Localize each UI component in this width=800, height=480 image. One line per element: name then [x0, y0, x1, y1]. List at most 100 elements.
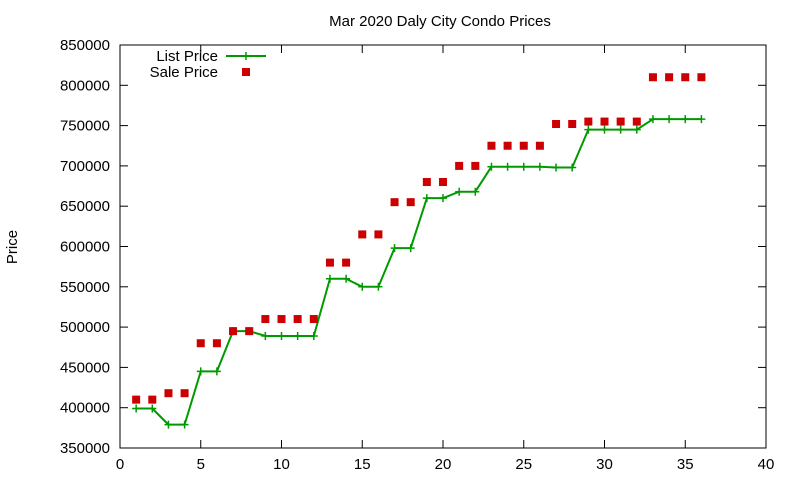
sale-price-point	[535, 141, 544, 150]
sale-price-point	[552, 119, 561, 128]
list-price-point	[697, 115, 706, 124]
y-tick-label-2: 450000	[60, 359, 110, 376]
list-price-point	[681, 115, 690, 124]
list-price-point	[342, 274, 351, 283]
list-price-point	[358, 282, 367, 291]
list-price-point	[632, 125, 641, 134]
x-tick-label-3: 15	[354, 456, 371, 473]
y-tick-label-10: 850000	[60, 37, 110, 54]
x-tick-label-5: 25	[515, 456, 532, 473]
legend-label-sale-price: Sale Price	[150, 64, 218, 81]
legend: List Price Sale Price	[150, 48, 266, 81]
sale-price-point	[422, 178, 431, 187]
list-price-point	[487, 162, 496, 171]
list-price-point	[196, 367, 205, 376]
sale-price-point	[277, 315, 286, 324]
sale-price-point	[245, 327, 254, 336]
series-sale-price	[132, 73, 706, 404]
y-axis-label: Price	[4, 230, 21, 264]
list-price-point	[503, 162, 512, 171]
y-tick-label-5: 600000	[60, 239, 110, 256]
sale-price-point	[697, 73, 706, 82]
chart-title: Mar 2020 Daly City Condo Prices	[329, 13, 551, 30]
list-price-point	[132, 404, 141, 413]
legend-label-list-price: List Price	[156, 48, 218, 65]
list-price-point	[374, 282, 383, 291]
sale-price-point	[261, 315, 270, 324]
list-price-point	[616, 125, 625, 134]
sale-price-point	[374, 230, 383, 239]
y-tick-label-4: 550000	[60, 279, 110, 296]
y-tick-label-7: 700000	[60, 158, 110, 175]
sale-price-point	[148, 395, 157, 404]
sale-price-point	[519, 141, 528, 150]
list-price-point	[584, 125, 593, 134]
sale-price-point	[455, 161, 464, 170]
list-price-point	[309, 331, 318, 340]
legend-sale-price-marker	[242, 68, 250, 76]
sale-price-point	[439, 178, 447, 187]
sale-price-point	[616, 117, 625, 126]
x-tick-label-1: 5	[197, 456, 205, 473]
x-tick-label-2: 10	[273, 456, 290, 473]
list-price-point	[519, 162, 528, 171]
legend-swatch-sale-price	[242, 68, 250, 76]
sale-price-point	[648, 73, 657, 82]
list-price-point	[406, 244, 415, 253]
sale-price-point	[406, 198, 415, 207]
list-price-point	[648, 115, 657, 124]
y-tick-label-9: 800000	[60, 77, 110, 94]
sale-price-point	[681, 73, 690, 82]
list-price-point	[568, 163, 577, 172]
sale-price-point	[229, 327, 238, 336]
list-price-point	[148, 404, 157, 413]
sale-price-point	[212, 339, 221, 348]
sale-price-point	[180, 389, 189, 398]
legend-swatch-list-price	[226, 52, 266, 60]
x-tick-label-4: 20	[435, 456, 452, 473]
y-tick-label-8: 750000	[60, 118, 110, 135]
sale-price-point	[600, 117, 609, 126]
sale-price-point	[358, 230, 367, 239]
plot-frame	[119, 44, 767, 449]
sale-price-point	[487, 141, 496, 150]
y-axis-ticks: 350000 400000 450000 500000 550000 600000 6500…	[60, 37, 766, 457]
list-price-point	[212, 367, 221, 376]
sale-price-point	[632, 117, 641, 126]
list-price-point	[180, 420, 189, 429]
y-tick-label-6: 650000	[60, 198, 110, 215]
sale-price-point	[471, 161, 480, 170]
sale-price-point	[196, 339, 205, 348]
list-price-point	[422, 194, 431, 203]
list-price-point	[552, 163, 561, 172]
list-price-point	[325, 274, 334, 283]
legend-list-price-marker	[242, 52, 250, 60]
sale-price-point	[164, 389, 173, 398]
y-tick-label-3: 500000	[60, 319, 110, 336]
list-price-point	[293, 331, 302, 340]
list-price-point	[455, 187, 464, 196]
list-price-point	[390, 244, 399, 253]
x-axis-ticks: 0 5 10 15 20 25 30 35 40	[116, 45, 775, 473]
x-tick-label-7: 35	[677, 456, 694, 473]
list-price-point	[665, 115, 674, 124]
sale-price-point	[132, 395, 141, 404]
x-tick-label-6: 30	[596, 456, 613, 473]
sale-price-point	[584, 117, 593, 126]
sale-price-point	[325, 258, 334, 267]
y-tick-label-0: 350000	[60, 440, 110, 457]
list-price-point	[600, 125, 609, 134]
list-price-point	[439, 194, 447, 203]
x-tick-label-0: 0	[116, 456, 124, 473]
sale-price-point	[503, 141, 512, 150]
list-price-point	[261, 331, 270, 340]
list-price-point	[471, 187, 480, 196]
list-price-point	[535, 162, 544, 171]
list-price-point	[164, 420, 173, 429]
list-price-point	[277, 331, 286, 340]
sale-price-point	[665, 73, 674, 82]
x-tick-label-8: 40	[758, 456, 775, 473]
y-tick-label-1: 400000	[60, 400, 110, 417]
series-list-price	[132, 115, 706, 429]
